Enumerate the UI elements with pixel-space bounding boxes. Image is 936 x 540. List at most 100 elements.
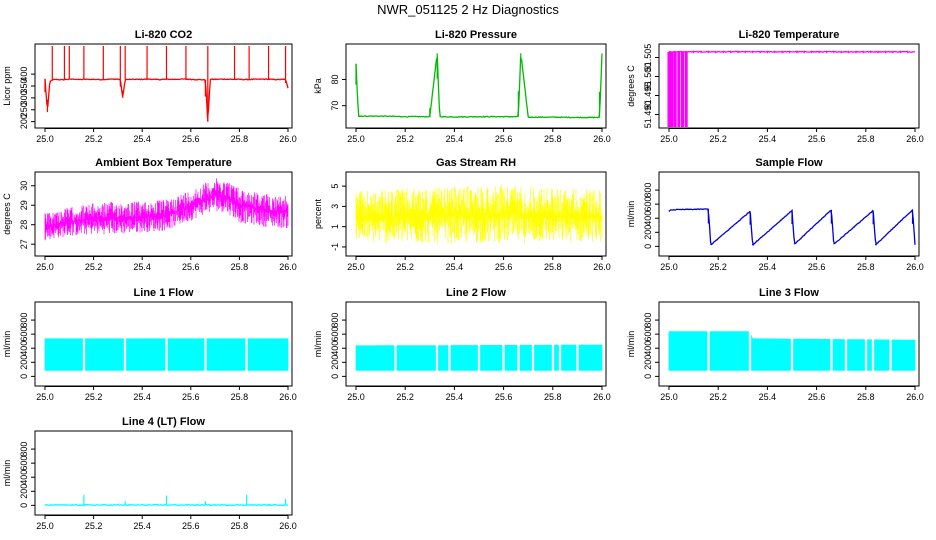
x-tick-label: 25.2 (396, 262, 414, 272)
plot-frame (345, 301, 607, 387)
x-tick-label: 25.2 (85, 521, 103, 531)
x-tick-label: 25.8 (544, 134, 562, 144)
chart-panel-9: Line 3 Flow ml/min 25.0 25.2 25.4 25.6 25.8 26.… (626, 287, 924, 402)
series-temperature (667, 50, 916, 127)
plot-frame (658, 171, 920, 257)
series-rh (355, 184, 603, 244)
panel-title: Li-820 Temperature (739, 29, 840, 41)
panel-title: Li-820 CO2 (135, 29, 192, 41)
x-tick-label: 25.6 (808, 262, 826, 272)
y-tick-label: 400 (643, 211, 653, 226)
x-tick-label: 25.6 (808, 392, 826, 402)
x-tick-label: 25.2 (85, 392, 103, 402)
x-tick-label: 25.6 (182, 134, 200, 144)
y-tick-label: 800 (330, 313, 340, 328)
panel-title: Gas Stream RH (436, 157, 516, 169)
y-axis-label: degrees C (626, 65, 636, 107)
x-tick-label: 25.8 (231, 134, 249, 144)
x-tick-label: 25.8 (857, 262, 875, 272)
x-tick-label: 25.6 (808, 134, 826, 144)
panel-title: Line 2 Flow (446, 287, 506, 299)
y-axis-label: degrees C (2, 193, 12, 235)
x-tick-label: 25.8 (857, 392, 875, 402)
y-tick-label: 1 (330, 224, 340, 229)
x-tick-label: 25.0 (347, 134, 365, 144)
chart-panel-8: Line 2 Flow ml/min 25.0 25.2 25.4 25.6 25.8 26.… (313, 287, 611, 402)
y-tick-label: 400 (330, 341, 340, 356)
x-tick-label: 25.6 (495, 392, 513, 402)
x-tick-label: 26.0 (279, 134, 297, 144)
chart-panel-2: Li-820 Pressure kPa 25.0 25.2 25.4 25.6 25.8 26… (313, 29, 611, 144)
y-tick-label: 300 (19, 90, 29, 105)
y-axis-label: ml/min (2, 331, 12, 358)
x-tick-label: 25.4 (446, 134, 464, 144)
y-axis-label: ml/min (2, 460, 12, 487)
y-tick-label: 200 (330, 355, 340, 370)
y-tick-label: 29 (19, 200, 29, 210)
y-tick-label: 600 (643, 327, 653, 342)
x-tick-label: 26.0 (279, 521, 297, 531)
panel-title: Li-820 Pressure (435, 29, 517, 41)
series-line-2 (355, 344, 603, 371)
y-axis-label: ml/min (626, 331, 636, 358)
x-tick-label: 25.6 (182, 521, 200, 531)
x-tick-label: 25.4 (759, 134, 777, 144)
x-tick-label: 25.4 (133, 392, 151, 402)
panel-title: Ambient Box Temperature (95, 157, 232, 169)
x-tick-label: 26.0 (906, 134, 924, 144)
y-tick-label: 51.505 (643, 44, 653, 72)
plot-frame (658, 43, 920, 129)
data-band (44, 178, 289, 241)
x-tick-label: 26.0 (906, 392, 924, 402)
x-tick-label: 25.8 (231, 392, 249, 402)
chart-panel-5: Gas Stream RH percent 25.0 25.2 25.4 25.6 25.8… (313, 157, 611, 272)
y-axis-label: ml/min (626, 201, 636, 228)
x-tick-label: 25.0 (660, 134, 678, 144)
y-tick-label: 600 (330, 327, 340, 342)
x-tick-label: 25.0 (660, 392, 678, 402)
x-tick-label: 25.8 (544, 262, 562, 272)
y-tick-label: 70 (330, 101, 340, 111)
x-tick-label: 25.4 (133, 262, 151, 272)
panel-title: Line 1 Flow (134, 287, 194, 299)
series-sample (668, 208, 916, 247)
x-tick-label: 25.0 (347, 262, 365, 272)
y-tick-label: 600 (19, 456, 29, 471)
y-axis-label: ml/min (313, 331, 323, 358)
chart-panel-4: Ambient Box Temperature degrees C 25.0 25.2… (2, 157, 297, 272)
y-tick-label: 51.495 (643, 82, 653, 110)
y-tick-label: 0 (19, 503, 29, 508)
x-tick-label: 25.8 (544, 392, 562, 402)
y-axis-label: kPa (313, 78, 323, 94)
y-tick-label: 5 (330, 184, 340, 189)
x-tick-label: 25.4 (759, 392, 777, 402)
x-tick-label: 25.2 (709, 392, 727, 402)
x-tick-label: 25.0 (36, 262, 54, 272)
data-band (355, 184, 603, 244)
chart-panel-10: Line 4 (LT) Flow ml/min 25.0 25.2 25.4 25.6 25… (2, 416, 297, 531)
figure-title: NWR_051125 2 Hz Diagnostics (377, 2, 559, 17)
y-tick-label: 200 (643, 225, 653, 240)
x-tick-label: 25.4 (133, 134, 151, 144)
plot-frame (34, 430, 293, 516)
y-tick-label: 350 (19, 78, 29, 93)
y-axis-label: percent (313, 198, 323, 229)
panel-title: Line 4 (LT) Flow (122, 416, 205, 428)
x-tick-label: 25.2 (396, 134, 414, 144)
chart-panel-7: Line 1 Flow ml/min 25.0 25.2 25.4 25.6 25.8 26.… (2, 287, 297, 402)
y-tick-label: 0 (330, 374, 340, 379)
y-tick-label: 400 (19, 470, 29, 485)
x-tick-label: 25.2 (709, 262, 727, 272)
x-tick-label: 25.4 (759, 262, 777, 272)
y-tick-label: 800 (643, 313, 653, 328)
plot-frame (34, 43, 293, 129)
y-tick-label: 27 (19, 239, 29, 249)
data-line (45, 503, 289, 507)
y-tick-label: 0 (19, 374, 29, 379)
x-tick-label: 26.0 (593, 134, 611, 144)
x-tick-label: 25.6 (182, 262, 200, 272)
chart-panel-1: Li-820 CO2 Licor ppm 25.0 25.2 25.4 25.6 25.8 2… (2, 29, 297, 144)
y-tick-label: 30 (19, 181, 29, 191)
y-tick-label: 0 (643, 374, 653, 379)
